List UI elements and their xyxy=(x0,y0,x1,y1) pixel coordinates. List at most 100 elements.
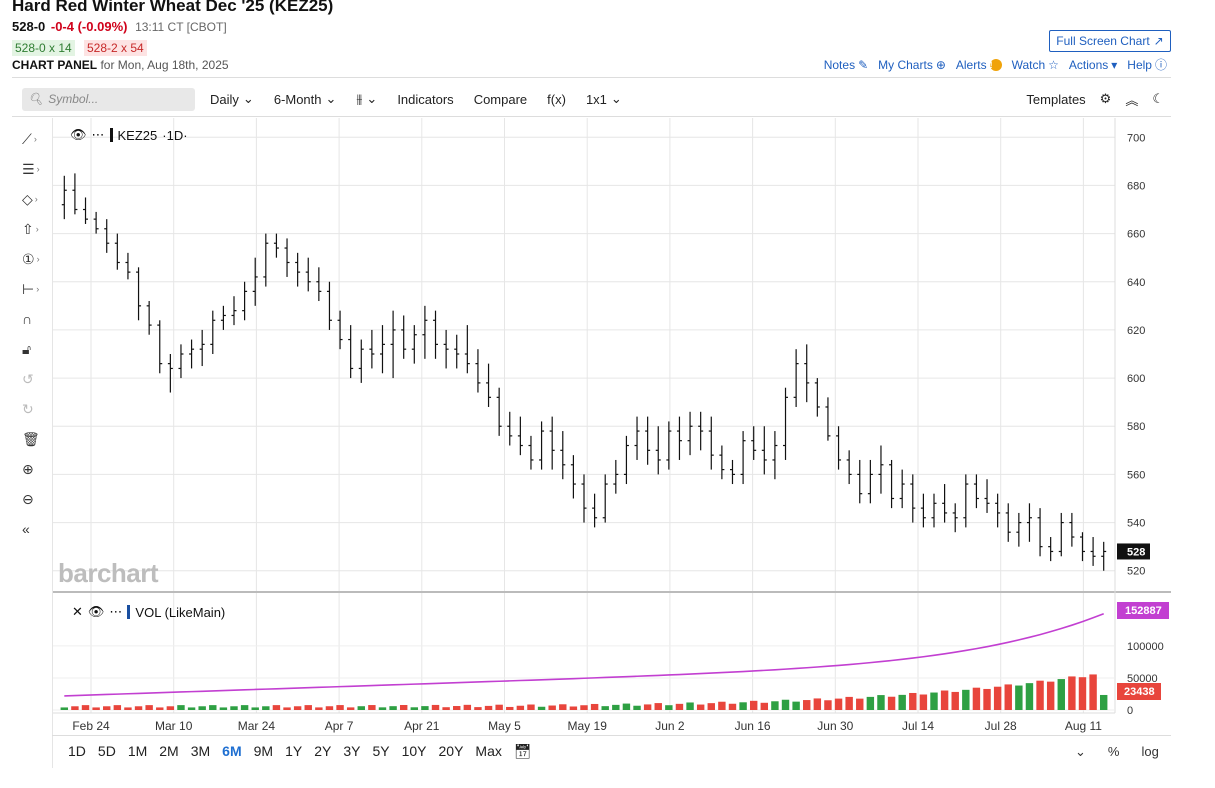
range-1d[interactable]: 1D xyxy=(68,743,86,759)
ohlc-bar xyxy=(846,450,852,485)
x-tick-label: Aug 11 xyxy=(1065,719,1102,733)
range-3y[interactable]: 3Y xyxy=(343,743,361,759)
range-2y[interactable]: 2Y xyxy=(314,743,332,759)
volume-bar xyxy=(718,701,726,710)
range-10y[interactable]: 10Y xyxy=(401,743,427,759)
fib-tool[interactable]: ☰ › xyxy=(18,154,52,184)
trendline-tool[interactable]: ⟋ › xyxy=(18,124,52,154)
chart-panel-date: for Mon, Aug 18th, 2025 xyxy=(100,58,229,72)
ohlc-bar xyxy=(793,349,799,407)
calendar-icon[interactable]: 📅︎ xyxy=(513,743,532,759)
volume-color-swatch xyxy=(127,605,131,619)
help-link[interactable]: Help ⓘ xyxy=(1127,56,1167,73)
ohlc-bar xyxy=(464,325,470,374)
search-icon: 🔍︎ xyxy=(28,92,44,106)
redo-button[interactable]: ↻ xyxy=(18,394,52,424)
main-interval-label: ·1D· xyxy=(162,127,188,143)
volume-bar xyxy=(919,694,928,710)
percent-scale-toggle[interactable]: % xyxy=(1107,744,1120,759)
notes-link[interactable]: Notes ✎ xyxy=(824,56,868,73)
zoom-out-icon: ⊖ xyxy=(22,490,34,507)
collapse-tools-button[interactable]: « xyxy=(18,514,52,544)
y-tick-label: 600 xyxy=(1127,373,1145,385)
volume-bar xyxy=(187,707,196,710)
ohlc-bar xyxy=(867,459,873,504)
volume-bar xyxy=(760,702,769,710)
eye-icon[interactable]: 👁︎ xyxy=(87,604,105,619)
range-max[interactable]: Max xyxy=(475,743,502,759)
ohlc-bar xyxy=(1037,508,1043,557)
range-6m[interactable]: 6M xyxy=(222,743,242,759)
range-2m[interactable]: 2M xyxy=(159,743,179,759)
range-5y[interactable]: 5Y xyxy=(372,743,390,759)
magnet-tool[interactable]: ∩ xyxy=(18,304,52,334)
range-1y[interactable]: 1Y xyxy=(285,743,303,759)
volume-bar xyxy=(230,706,238,710)
more-icon[interactable]: ⋯ xyxy=(91,127,105,142)
range-1m[interactable]: 1M xyxy=(127,743,148,759)
volume-bar xyxy=(877,695,885,710)
full-screen-chart-button[interactable]: Full Screen Chart ↗ xyxy=(1049,30,1171,52)
chart-panel-title: CHART PANEL xyxy=(12,58,98,72)
volume-last-tag xyxy=(1117,683,1161,700)
ohlc-bar xyxy=(645,416,651,465)
ohlc-bar xyxy=(475,349,481,393)
close-icon[interactable]: ✕ xyxy=(72,604,83,619)
actions-menu[interactable]: Actions ▾ xyxy=(1069,56,1117,73)
volume-bar xyxy=(601,706,609,710)
arrow-tool[interactable]: ⇧ › xyxy=(18,214,52,244)
ohlc-bar xyxy=(931,493,937,528)
zoom-out-tool[interactable]: ⊖ xyxy=(18,484,52,514)
volume-bar xyxy=(1057,679,1065,710)
interval-dropdown[interactable]: Daily ⌄ xyxy=(205,91,259,107)
volume-bar xyxy=(654,703,662,710)
double-chevron-left-icon: « xyxy=(22,521,30,537)
unlock-icon: 🔓︎ xyxy=(22,340,32,357)
more-icon[interactable]: ⋯ xyxy=(109,604,123,619)
indicators-button[interactable]: Indicators xyxy=(397,91,454,107)
range-selector: 1D 5D 1M 2M 3M 6M 9M 1Y 2Y 3Y 5Y 10Y 20Y Max 📅︎ xyxy=(62,743,538,760)
x-tick-label: May 19 xyxy=(568,719,608,733)
collapse-icon[interactable]: ︽ xyxy=(1125,92,1139,108)
compare-button[interactable]: Compare xyxy=(473,91,528,107)
double-chevron-down-icon[interactable]: ⌄ xyxy=(1075,744,1086,759)
ohlc-bar xyxy=(539,421,545,470)
layout-dropdown[interactable]: 1x1 ⌄ xyxy=(581,91,627,107)
alerts-link[interactable]: Alerts! xyxy=(956,56,1002,73)
actions-label: Actions xyxy=(1068,57,1109,72)
log-scale-toggle[interactable]: log xyxy=(1141,744,1159,759)
lock-tool[interactable]: 🔓︎ xyxy=(18,334,52,364)
gear-icon[interactable]: ⚙ xyxy=(1099,91,1112,106)
ohlc-bar xyxy=(167,354,173,393)
chevron-right-icon: › xyxy=(36,164,40,174)
volume-bar xyxy=(60,707,69,710)
eye-icon[interactable]: 👁︎ xyxy=(70,127,87,142)
volume-bar xyxy=(940,690,949,710)
zoom-in-tool[interactable]: ⊕ xyxy=(18,454,52,484)
measure-tool[interactable]: ⊢ › xyxy=(18,274,52,304)
annotation-tool[interactable]: ① › xyxy=(18,244,52,274)
my-charts-link[interactable]: My Charts ⊕ xyxy=(878,56,946,73)
volume-bar xyxy=(516,705,525,710)
ohlc-bar xyxy=(995,493,1001,528)
range-3m[interactable]: 3M xyxy=(190,743,211,759)
shape-tool[interactable]: ◇ › xyxy=(18,184,52,214)
templates-button[interactable]: Templates xyxy=(1026,91,1086,107)
range-20y[interactable]: 20Y xyxy=(438,743,464,759)
chart-type-dropdown[interactable]: ⫵ ⌄ xyxy=(351,91,382,107)
symbol-search-input[interactable]: 🔍︎ Symbol... xyxy=(22,87,195,111)
delete-tool[interactable]: 🗑︎ xyxy=(18,424,52,454)
range-5d[interactable]: 5D xyxy=(97,743,116,759)
y-tick-label: 660 xyxy=(1127,229,1145,241)
y-tick-label: 620 xyxy=(1127,325,1145,337)
period-dropdown[interactable]: 6-Month ⌄ xyxy=(269,91,342,107)
ohlc-bar xyxy=(836,426,842,470)
range-9m[interactable]: 9M xyxy=(253,743,274,759)
watch-link[interactable]: Watch ☆ xyxy=(1012,56,1059,73)
ohlc-bar xyxy=(242,281,248,321)
ohlc-bar xyxy=(719,445,725,480)
dark-mode-icon[interactable]: ☾ xyxy=(1152,91,1164,106)
undo-button[interactable]: ↺ xyxy=(18,364,52,394)
function-button[interactable]: f(x) xyxy=(547,91,566,107)
